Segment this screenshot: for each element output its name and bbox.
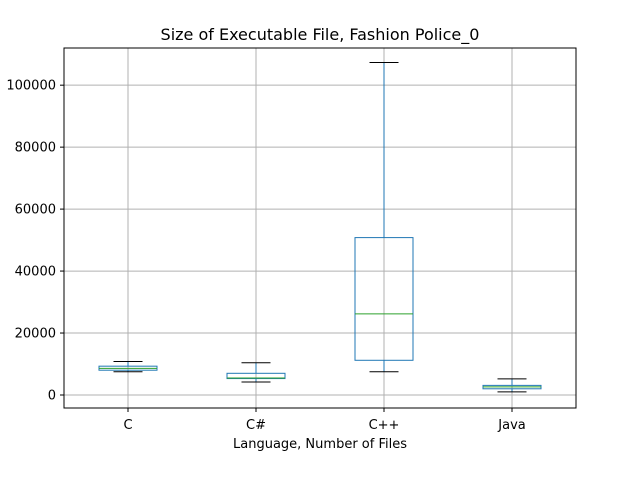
y-axis-ticks: 0 20000 40000 60000 80000 100000 xyxy=(6,79,64,403)
grid-lines xyxy=(64,48,576,408)
x-axis-ticks: C C# C++ Java xyxy=(123,408,526,433)
box-C++ xyxy=(354,62,414,373)
y-tick-label: 100000 xyxy=(6,79,56,94)
x-tick-label: C# xyxy=(246,418,266,433)
y-tick-label: 40000 xyxy=(15,265,56,280)
chart-title: Size of Executable File, Fashion Police_… xyxy=(161,25,480,45)
plot-area xyxy=(98,62,542,393)
y-tick-label: 80000 xyxy=(15,141,56,156)
iqr-box xyxy=(354,237,414,361)
y-tick-label: 20000 xyxy=(15,327,56,342)
x-axis-label: Language, Number of Files xyxy=(233,437,407,452)
x-tick-label: Java xyxy=(497,418,525,433)
y-tick-label: 0 xyxy=(48,388,56,403)
box-C xyxy=(98,361,158,373)
x-tick-label: C xyxy=(123,418,132,433)
iqr-box xyxy=(226,372,286,380)
plot-frame xyxy=(63,47,577,409)
box-Java xyxy=(482,378,542,393)
x-tick-label: C++ xyxy=(369,418,400,433)
box-C# xyxy=(226,362,286,383)
y-tick-label: 60000 xyxy=(15,203,56,218)
